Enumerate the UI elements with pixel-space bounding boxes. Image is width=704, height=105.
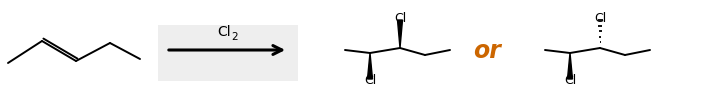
- Bar: [158, 25, 298, 81]
- Text: Cl: Cl: [564, 74, 576, 87]
- Polygon shape: [367, 53, 372, 79]
- Polygon shape: [567, 53, 572, 79]
- Text: Cl: Cl: [218, 25, 231, 39]
- Polygon shape: [398, 20, 403, 48]
- Text: Cl: Cl: [394, 12, 406, 25]
- Text: 2: 2: [231, 32, 238, 42]
- Text: or: or: [473, 39, 501, 63]
- Text: Cl: Cl: [364, 74, 376, 87]
- Text: Cl: Cl: [594, 12, 606, 25]
